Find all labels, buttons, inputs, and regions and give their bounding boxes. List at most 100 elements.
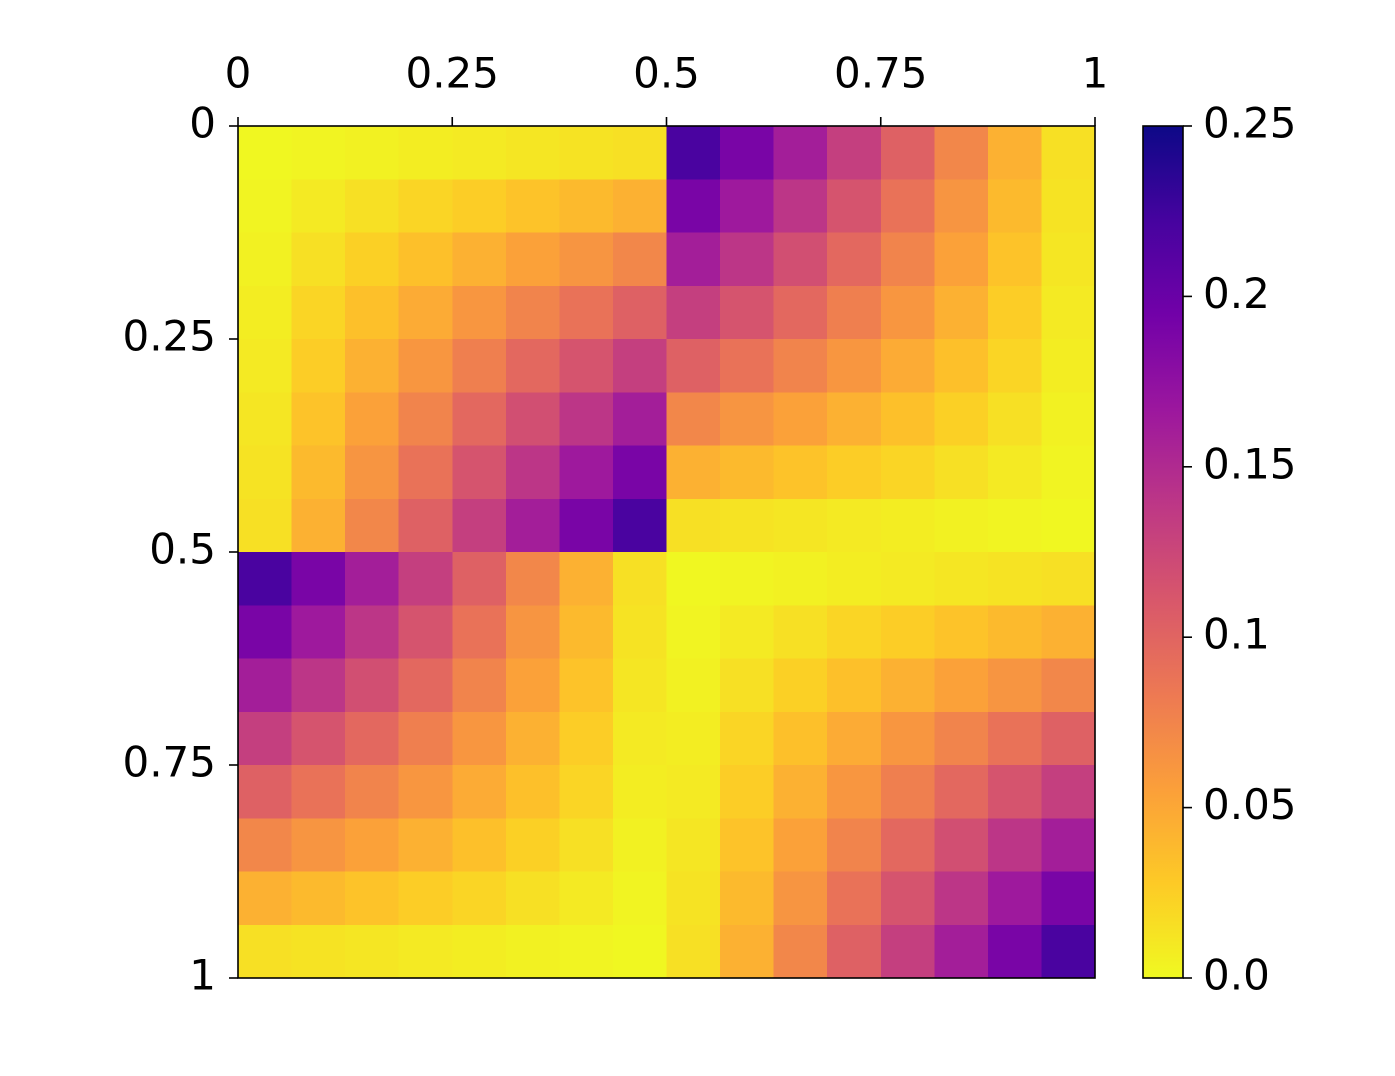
heatmap-cell [238,552,293,606]
heatmap-cell [291,605,346,660]
heatmap-cell [880,605,935,660]
heatmap-cell [505,711,560,766]
heatmap-cell [1041,552,1096,606]
heatmap-cell [666,552,721,606]
heatmap-cell [505,392,560,447]
heatmap-cell [934,339,989,393]
heatmap-cell [934,818,989,873]
heatmap-cell [238,392,293,447]
heatmap-cell [987,871,1043,926]
heatmap-cell [773,605,828,660]
x-tick-label: 1 [1082,49,1109,98]
heatmap-cell [934,765,989,819]
heatmap-cell [238,605,293,660]
heatmap-cell [612,126,668,180]
heatmap-cell [827,552,882,606]
heatmap-cell [720,552,775,606]
colorbar [1142,125,1184,979]
heatmap-cell [1041,605,1096,660]
heatmap-cell [880,658,935,713]
heatmap-cell [238,924,293,979]
heatmap-cell [505,285,560,340]
heatmap-cell [238,658,293,713]
heatmap-cell [880,232,935,287]
heatmap-cell [345,445,400,500]
heatmap-cell [345,924,400,979]
heatmap-cell [1041,711,1096,766]
heatmap-cell [291,498,346,553]
heatmap-cell [773,765,828,819]
heatmap-cell [773,232,828,287]
heatmap-cell [773,711,828,766]
heatmap-cell [559,232,614,287]
heatmap-cell [505,179,560,234]
heatmap-cell [880,552,935,606]
heatmap-cell [666,498,721,553]
heatmap-cell [559,179,614,234]
heatmap-cell [880,445,935,500]
heatmap-cell [345,498,400,553]
heatmap-cell [1041,498,1096,553]
heatmap-cell [559,552,614,606]
heatmap-cell [291,445,346,500]
heatmap-cell [612,605,668,660]
heatmap-cell [559,765,614,819]
heatmap-cell [345,658,400,713]
heatmap-cell [827,765,882,819]
heatmap-cell [720,818,775,873]
heatmap-cell [291,871,346,926]
heatmap-cell [880,126,935,180]
heatmap-cell [880,285,935,340]
heatmap-cell [559,498,614,553]
heatmap-cell [345,285,400,340]
heatmap-cell [612,498,668,553]
heatmap-cell [291,126,346,180]
heatmap-cell [827,711,882,766]
heatmap-cell [238,179,293,234]
heatmap-cell [934,179,989,234]
heatmap-cell [398,285,453,340]
heatmap-cell [1041,924,1096,979]
heatmap-cell [987,126,1043,180]
heatmap-cell [612,765,668,819]
heatmap-cell [505,818,560,873]
heatmap-cell [291,765,346,819]
heatmap-cell [345,392,400,447]
heatmap-cell [827,924,882,979]
heatmap-cell [398,765,453,819]
heatmap-cell [720,605,775,660]
heatmap-cell [345,232,400,287]
heatmap-cell [398,445,453,500]
heatmap-cell [1041,818,1096,873]
heatmap-cell [666,871,721,926]
heatmap-cell [345,605,400,660]
heatmap-cell [238,871,293,926]
heatmap-cell [720,339,775,393]
colorbar-tick-label: 0.15 [1203,439,1297,488]
x-tick-label: 0.25 [405,49,499,98]
heatmap-cell [827,498,882,553]
heatmap-cell [987,339,1043,393]
heatmap-cell [612,924,668,979]
heatmap-cell [987,392,1043,447]
heatmap-cell [398,392,453,447]
heatmap-cell [934,392,989,447]
heatmap-cell [398,126,453,180]
heatmap-cell [827,818,882,873]
heatmap-cell [505,658,560,713]
heatmap-cell [773,445,828,500]
heatmap-cell [612,339,668,393]
heatmap-cell [559,924,614,979]
heatmap-cell [1041,339,1096,393]
heatmap-cell [452,765,507,819]
heatmap-cell [987,605,1043,660]
heatmap-cell [666,445,721,500]
heatmap-cell [612,658,668,713]
heatmap-cell [612,711,668,766]
colorbar-tick-label: 0.1 [1203,610,1270,659]
heatmap-cell [505,445,560,500]
heatmap-cell [291,392,346,447]
heatmap-cell [452,552,507,606]
heatmap-cell [773,552,828,606]
